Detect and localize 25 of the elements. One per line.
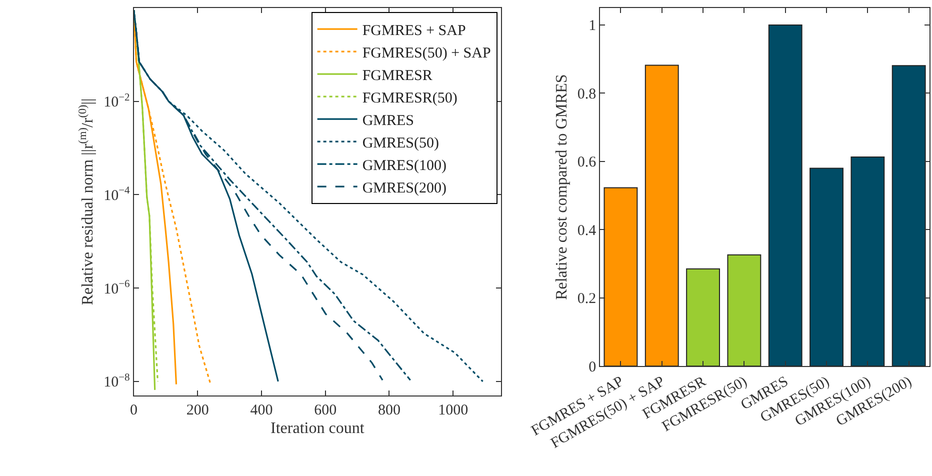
y-tick-label: 1 (588, 18, 596, 34)
legend-label: GMRES(50) (362, 135, 440, 152)
x-tick-label: 400 (250, 402, 273, 419)
y-tick-label: 0.4 (577, 222, 597, 239)
y-axis-title: Relative cost compared to GMRES (553, 74, 570, 300)
x-tick-label: 200 (186, 402, 209, 419)
legend-label: GMRES(200) (362, 180, 447, 196)
x-tick-label: 800 (378, 402, 400, 419)
legend-label: FGMRESR (362, 68, 432, 84)
x-tick-label: 600 (314, 402, 337, 419)
legend-label: GMRES(100) (362, 158, 447, 174)
y-tick-label: 0 (588, 359, 596, 376)
x-axis-title: Iteration count (270, 420, 365, 438)
x-tick-label: 1000 (438, 402, 468, 419)
y-tick-label: 10$^{−4}$ (104, 186, 131, 204)
y-tick-label: 0.8 (577, 86, 596, 102)
y-tick-label: 10$^{−6}$ (104, 279, 130, 298)
y-tick-label: 0.2 (577, 291, 596, 308)
legend-label: GMRES (362, 112, 414, 129)
legend-label: FGMRES + SAP (362, 22, 466, 39)
legend-label: FGMRES(50) + SAP (362, 45, 491, 62)
y-tick-label: 0.6 (577, 154, 597, 171)
y-tick-label: 10$^{−8}$ (104, 372, 130, 391)
y-tick-label: 10$^{−2}$ (104, 92, 130, 111)
legend-label: FGMRESR(50) (362, 90, 458, 106)
